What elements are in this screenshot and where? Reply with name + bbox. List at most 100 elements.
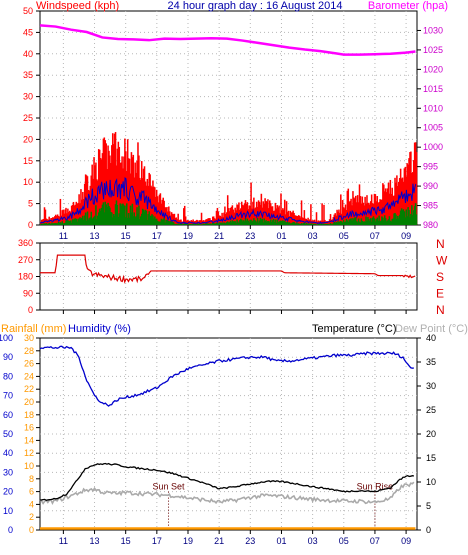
wind-lull-bar: [403, 211, 406, 225]
wind-lull-bar: [249, 219, 251, 225]
wind-lull-bar: [322, 223, 324, 225]
wind-lull-bar: [409, 217, 411, 225]
wind-lull-bar: [140, 213, 143, 225]
wind-lull-bar: [389, 220, 392, 225]
wind-lull-bar: [303, 222, 306, 225]
wind-lull-bar: [293, 222, 295, 225]
windspeed-tick-label: 40: [23, 49, 33, 59]
humidity-tick-label: 80: [3, 371, 13, 381]
wind-lull-bar: [284, 222, 287, 225]
wind-lull-bar: [199, 224, 202, 225]
wind-lull-bar: [63, 222, 65, 225]
wind-gust-bar: [221, 212, 223, 225]
wind-lull-bar: [321, 223, 323, 225]
wind-lull-bar: [272, 218, 275, 225]
wind-lull-bar: [68, 220, 70, 225]
wind-lull-bar: [146, 219, 149, 225]
wind-lull-bar: [186, 224, 189, 225]
wind-lull-bar: [388, 216, 391, 225]
wind-lull-bar: [137, 213, 139, 225]
wind-lull-bar: [148, 211, 150, 225]
wind-lull-bar: [228, 222, 231, 225]
wind-lull-bar: [294, 222, 296, 225]
wind-lull-bar: [182, 224, 184, 225]
wind-lull-bar: [412, 210, 415, 225]
wind-lull-bar: [236, 219, 238, 225]
wind-gust-bar: [366, 195, 368, 225]
wind-gust-bar: [290, 212, 293, 225]
wind-lull-bar: [273, 221, 276, 225]
temperature-tick-label: 0: [426, 525, 431, 535]
sun-markers: Sun Set Sun Rise: [153, 482, 393, 530]
wind-lull-bar: [259, 217, 262, 225]
wind-lull-bar: [224, 222, 226, 225]
wind-lull-bar: [70, 222, 73, 225]
wind-lull-bar: [275, 223, 278, 225]
wind-gust-bar: [95, 162, 97, 225]
wind-lull-bar: [173, 223, 176, 225]
wind-lull-bar: [405, 209, 408, 225]
wind-lull-bar: [277, 222, 279, 225]
wind-lull-bar: [340, 221, 343, 225]
wind-lull-bar: [209, 223, 211, 225]
wind-lull-bar: [383, 220, 385, 225]
wind-lull-bar: [136, 207, 138, 225]
wind-time-axis-ticks: 11 13 15 17 19 21 23 01 03 05 07 09: [59, 225, 411, 241]
wind-gust-bar: [152, 180, 154, 225]
wind-lull-bar: [42, 223, 45, 225]
wind-lull-bar: [114, 204, 117, 225]
windspeed-tick-label: 30: [23, 92, 33, 102]
wind-lull-bar: [47, 223, 50, 225]
wind-lull-bar: [133, 212, 136, 225]
wind-gust-bar: [65, 207, 67, 225]
wind-lull-bar: [227, 222, 230, 225]
wind-lull-bar: [216, 222, 219, 225]
wind-gust-bar: [88, 190, 91, 225]
wind-lull-bar: [109, 207, 111, 225]
wind-lull-bar: [50, 224, 52, 225]
windspeed-tick-label: 20: [23, 134, 33, 144]
wind-gust-bar: [383, 184, 385, 225]
wind-lull-bar: [300, 223, 303, 225]
wind-lull-bar: [360, 218, 363, 225]
wind-lull-bar: [166, 219, 168, 225]
wind-gust-bar: [339, 212, 341, 225]
compass-label: S: [436, 270, 444, 284]
wind-lull-bar: [52, 223, 54, 225]
wind-gust-bar: [115, 165, 118, 225]
wind-lull-bar: [306, 223, 308, 225]
wind-gust-bar: [345, 210, 348, 225]
wind-lull-bar: [278, 221, 280, 225]
wind-lull-bar: [131, 203, 134, 225]
wind-gust-bar: [211, 220, 213, 225]
wind-lull-bar: [151, 214, 153, 225]
wind-lull-bar: [43, 223, 46, 225]
wind-gust-bar: [82, 198, 85, 225]
wind-lull-bar: [178, 223, 180, 225]
wind-lull-bar: [361, 220, 364, 225]
wind-lull-bar: [99, 210, 102, 225]
wind-gust-bar: [63, 213, 65, 225]
wind-lull-bar: [125, 203, 128, 225]
wind-lull-bar: [398, 214, 401, 225]
wind-gust-bar: [215, 210, 218, 225]
wind-lull-bar: [337, 221, 339, 225]
wind-gust-bar: [372, 203, 375, 225]
wind-lull-bar: [40, 224, 42, 225]
x-tick-label: 13: [90, 231, 100, 241]
rainfall-axis-label: Rainfall (mm): [1, 323, 66, 335]
wind-lull-bar: [119, 203, 121, 225]
wind-lull-bar: [211, 222, 214, 225]
wind-gust-bar: [183, 208, 185, 225]
wind-gust-bar: [325, 221, 327, 225]
dewpoint-axis-label: Dew Point (°C): [395, 323, 468, 335]
wind-lull-bar: [53, 223, 55, 225]
wind-gust-bar: [269, 203, 272, 225]
wind-gust-bar: [97, 180, 99, 225]
wind-gust-bar: [125, 151, 127, 225]
wind-lull-bar: [67, 220, 69, 225]
wind-lull-bar: [107, 202, 109, 225]
wind-gust-bar: [122, 168, 124, 225]
wind-gust-bar: [310, 204, 312, 225]
